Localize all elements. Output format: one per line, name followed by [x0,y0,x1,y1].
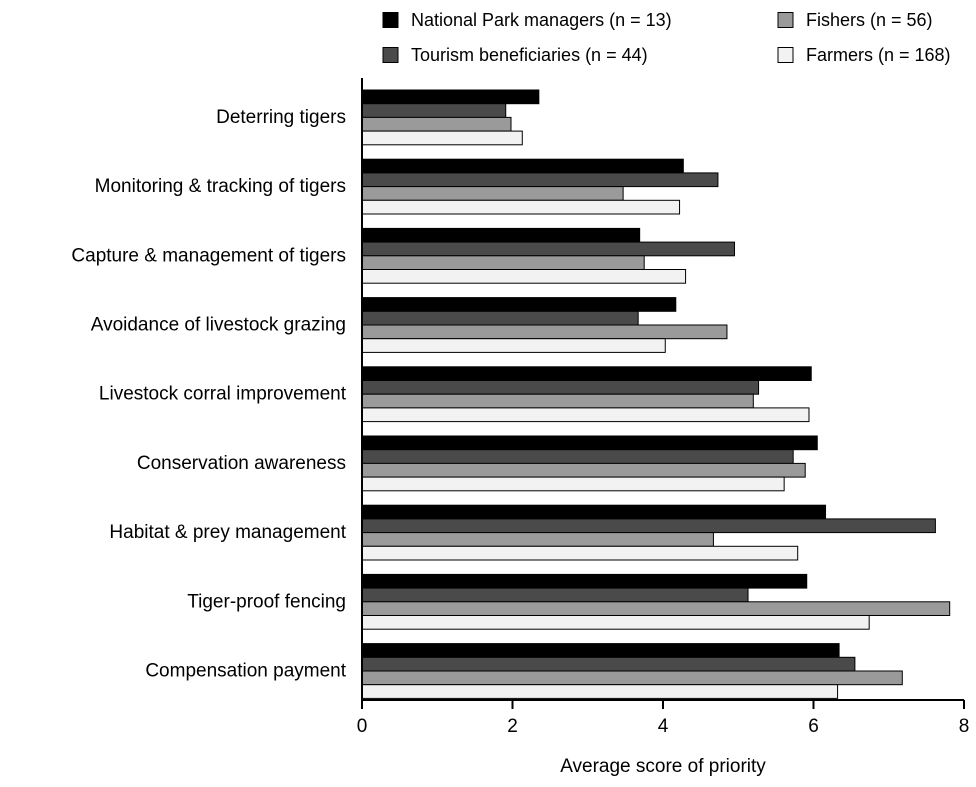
category-label: Tiger-proof fencing [187,591,346,612]
bar-1-6 [361,435,818,451]
bar-1-5 [361,366,812,381]
category-label: Livestock corral improvement [99,384,347,405]
bar-1-2 [361,158,684,174]
category-label: Monitoring & tracking of tigers [95,176,346,197]
category-label: Avoidance of livestock grazing [91,315,346,336]
legend-swatch [777,12,794,28]
bar-3-8 [361,601,951,616]
bar-4-4 [361,338,666,353]
bar-4-6 [361,476,785,492]
bar-3-7 [361,532,714,547]
legend-label: Farmers (n = 168) [806,45,951,65]
bar-4-9 [361,684,839,699]
bar-3-2 [361,186,624,201]
bar-4-1 [361,130,523,146]
bar-3-9 [361,670,903,686]
category-label: Capture & management of tigers [71,245,346,266]
bar-1-3 [361,227,641,243]
bar-1-4 [361,297,677,312]
x-tick-label: 0 [357,716,368,737]
bar-3-5 [361,393,754,409]
bar-2-8 [361,587,749,603]
category-label: Deterring tigers [216,107,346,128]
bar-2-2 [361,172,719,188]
bar-3-1 [361,116,512,132]
bar-3-3 [361,255,645,271]
x-tick-label: 2 [507,716,518,737]
legend-swatch [382,47,399,63]
bar-3-4 [361,324,728,340]
x-tick-label: 6 [808,716,819,737]
bar-4-5 [361,407,810,423]
bar-4-2 [361,199,681,215]
bar-2-9 [361,656,856,672]
bar-1-1 [361,89,540,105]
bar-2-3 [361,241,735,257]
bar-1-7 [361,504,827,520]
bar-2-6 [361,449,794,464]
legend-swatch [777,47,794,63]
bar-2-4 [361,310,639,326]
legend-swatch [382,12,399,28]
legend-label: National Park managers (n = 13) [411,10,672,30]
bar-4-8 [361,615,870,630]
bar-2-7 [361,518,936,534]
x-axis-title: Average score of priority [560,756,766,777]
bar-2-1 [361,103,507,118]
category-label: Habitat & prey management [109,522,346,543]
bar-4-3 [361,269,687,284]
legend-label: Fishers (n = 56) [806,10,933,30]
bar-3-6 [361,462,806,478]
x-tick-label: 4 [658,716,669,737]
legend-label: Tourism beneficiaries (n = 44) [411,45,648,65]
bar-1-8 [361,573,808,589]
category-label: Compensation payment [145,661,346,682]
bar-2-5 [361,380,760,395]
category-label: Conservation awareness [137,453,346,474]
bar-1-9 [361,643,840,658]
x-tick-label: 8 [959,716,970,737]
bar-4-7 [361,545,799,561]
